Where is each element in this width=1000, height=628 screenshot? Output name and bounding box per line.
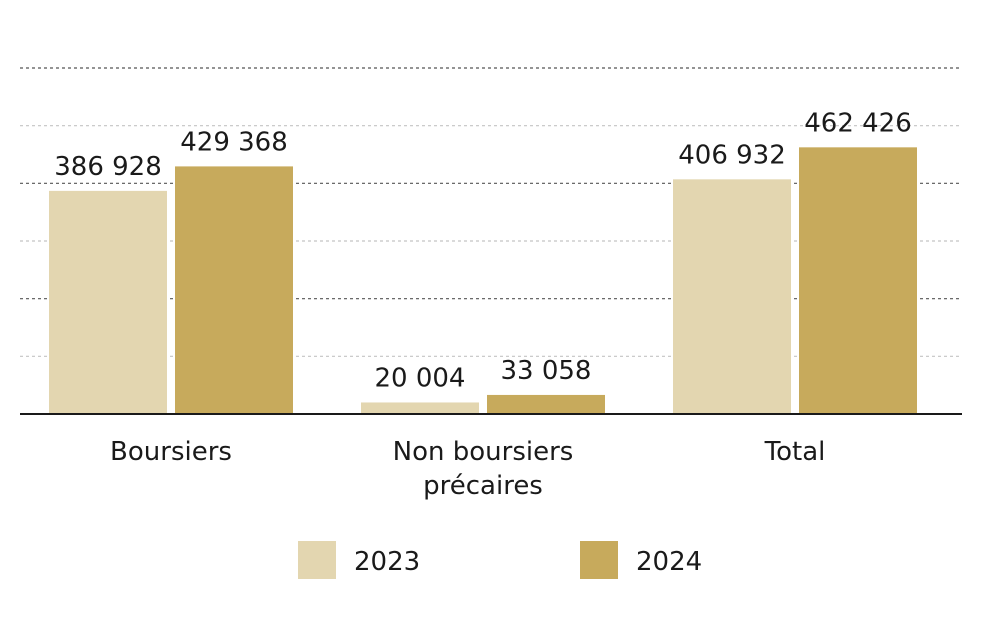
legend-swatch-2024 — [580, 541, 618, 579]
bar-2024-2 — [799, 147, 917, 414]
legend: 2023 2024 — [298, 541, 702, 579]
bars — [49, 147, 917, 414]
category-label: Boursiers — [110, 437, 232, 467]
bar-2023-1 — [361, 402, 479, 414]
bar-value-label: 406 932 — [678, 140, 786, 170]
bar-value-label: 33 058 — [501, 356, 592, 386]
category-labels: Boursiers Non boursiers précaires Total — [110, 437, 825, 501]
bar-2024-0 — [175, 166, 293, 414]
bar-value-label: 386 928 — [54, 152, 162, 182]
bar-2023-0 — [49, 190, 167, 414]
bar-2024-1 — [487, 394, 605, 414]
category-label: Total — [764, 437, 826, 467]
legend-swatch-2023 — [298, 541, 336, 579]
bar-value-label: 429 368 — [180, 127, 288, 157]
category-label: précaires — [423, 471, 543, 501]
bar-value-label: 462 426 — [804, 108, 912, 138]
category-label: Non boursiers — [393, 437, 574, 467]
legend-label-2023: 2023 — [354, 547, 420, 577]
bar-value-labels: 386 928 429 368 20 004 33 058 406 932 462 426 — [54, 108, 912, 393]
legend-label-2024: 2024 — [636, 547, 702, 577]
bar-2023-2 — [673, 179, 791, 414]
bar-value-label: 20 004 — [375, 363, 466, 393]
